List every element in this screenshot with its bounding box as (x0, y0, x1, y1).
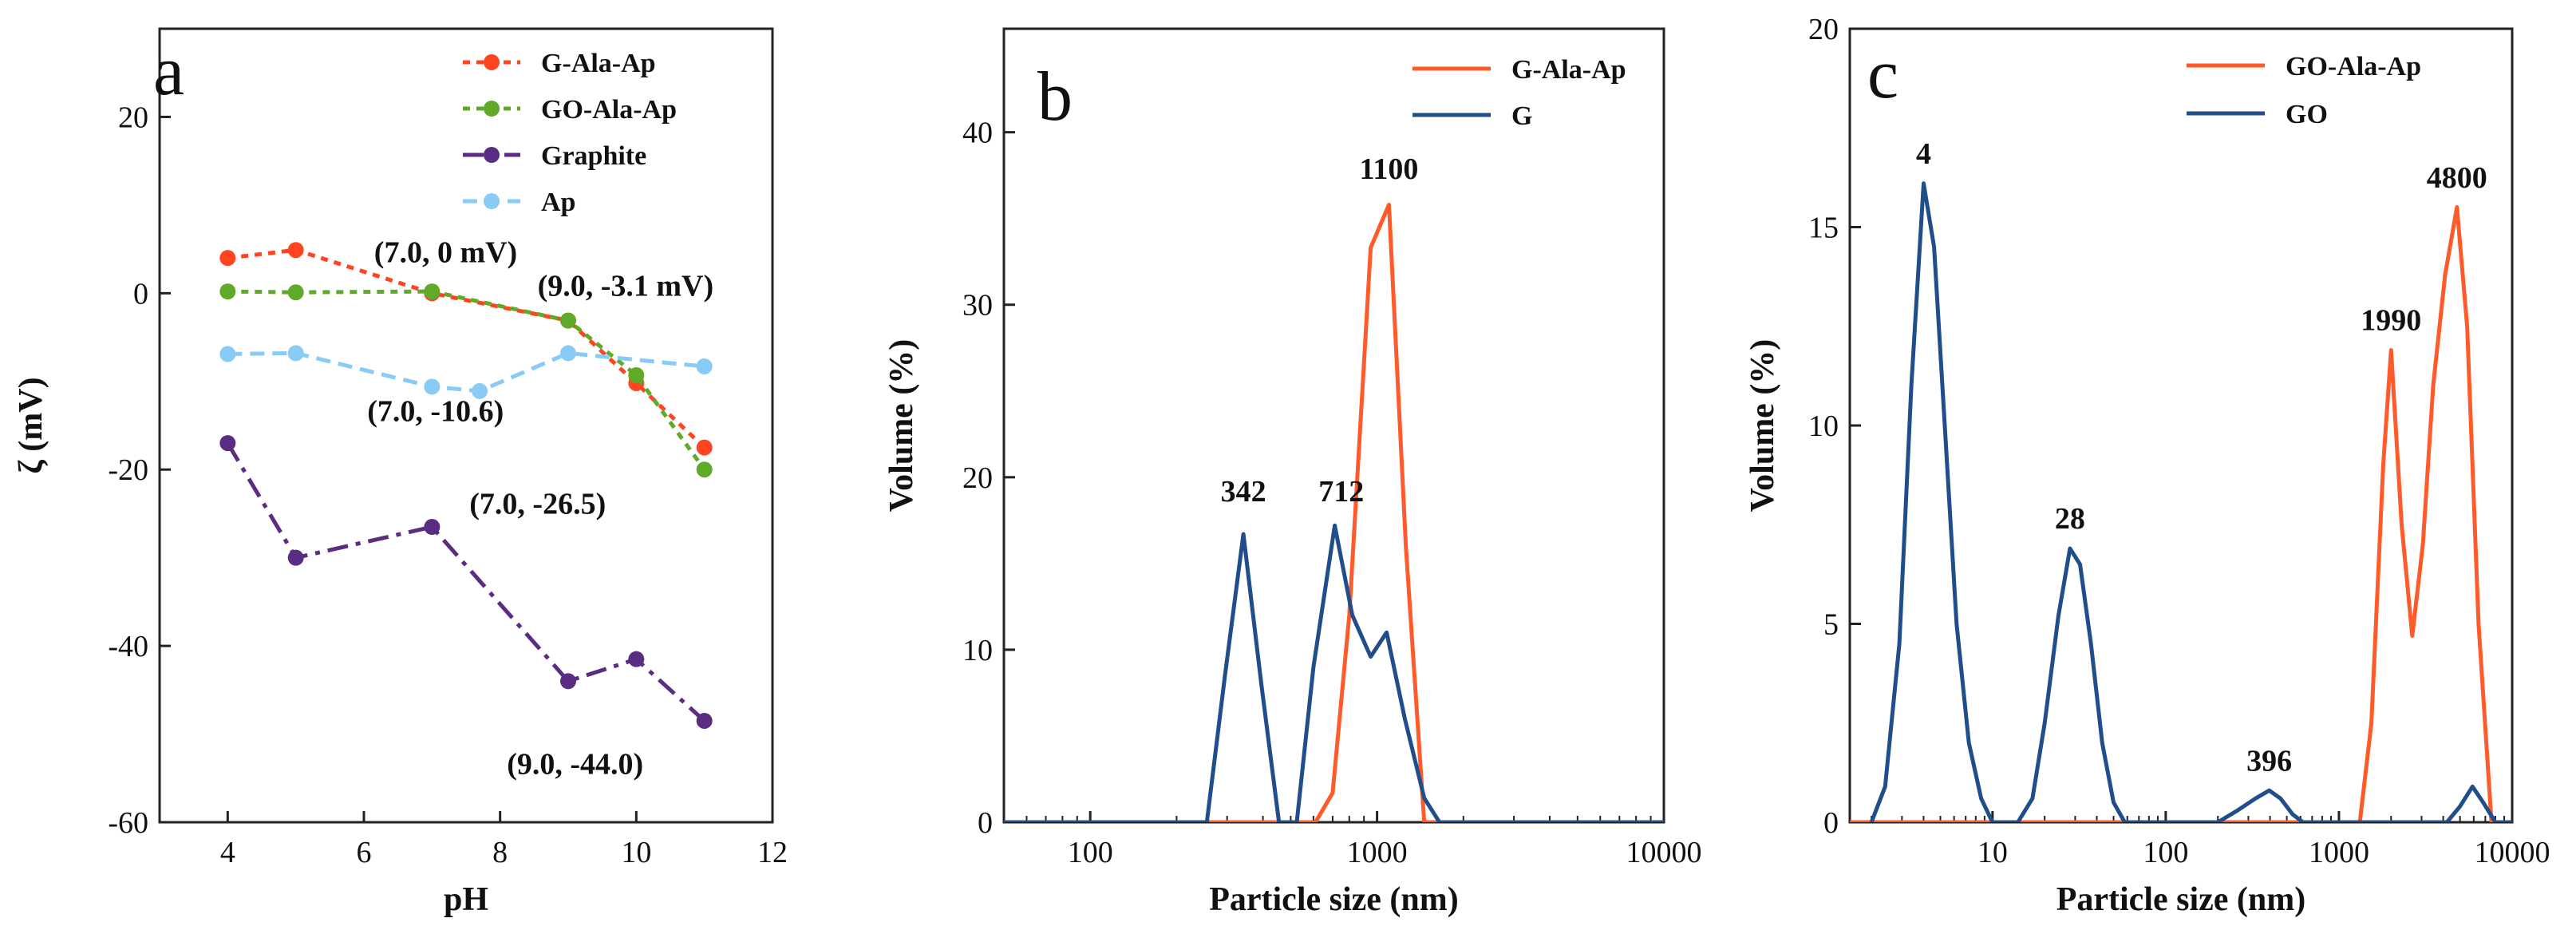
plot-frame (1848, 27, 2514, 824)
series-line-graphite (226, 441, 706, 722)
y-tick-label: 20 (962, 461, 993, 495)
point-annotation: (9.0, -3.1 mV) (538, 270, 714, 303)
point-annotation: (7.0, 0 mV) (374, 236, 517, 270)
legend-label: Graphite (541, 141, 646, 171)
point-annotation: (9.0, -44.0) (507, 747, 643, 781)
peak-label: 1100 (1360, 152, 1419, 186)
y-tick-label: 0 (133, 277, 148, 311)
y-tick-label: 10 (1808, 410, 1839, 443)
y-tick-label: 40 (962, 117, 993, 150)
data-point-go-ala-ap (424, 283, 441, 300)
peak-label: 4 (1916, 137, 1931, 171)
peak-label: 28 (2055, 502, 2085, 536)
panel-letter: b (1037, 58, 1073, 136)
y-tick-label: 20 (1808, 13, 1839, 46)
y-axis-label: ζ (mV) (13, 377, 49, 473)
data-point-ap (424, 378, 441, 395)
data-point-graphite (219, 435, 236, 452)
x-tick-label: 10 (1977, 836, 2008, 869)
y-tick-label: 0 (978, 806, 993, 840)
legend-label: GO-Ala-Ap (2286, 52, 2421, 81)
legend-marker (484, 147, 500, 163)
data-point-ap (696, 358, 713, 375)
panel-letter: c (1867, 36, 1898, 113)
x-tick-label: 10000 (2475, 836, 2550, 869)
x-tick-label: 10 (621, 836, 651, 869)
data-point-go-ala-ap (696, 461, 713, 478)
series-line-go-ala-ap (1850, 205, 2512, 822)
data-point-graphite (424, 519, 441, 536)
data-point-go-ala-ap (219, 283, 236, 300)
legend-marker (484, 193, 500, 209)
y-tick-label: 5 (1823, 608, 1839, 642)
data-point-g-ala-ap (219, 250, 236, 267)
x-tick-label: 10000 (1626, 836, 1702, 869)
legend-label: G-Ala-Ap (1511, 55, 1626, 85)
x-tick-label: 4 (220, 836, 235, 869)
legend-label: GO-Ala-Ap (541, 95, 677, 125)
data-point-ap (560, 345, 576, 362)
data-point-graphite (628, 651, 645, 667)
data-point-ap (472, 382, 488, 399)
data-point-go-ala-ap (560, 312, 576, 329)
y-tick-label: 30 (962, 289, 993, 323)
data-point-go-ala-ap (628, 367, 645, 384)
data-point-ap (287, 345, 304, 362)
series-line-g-ala-ap (227, 247, 706, 449)
data-point-graphite (287, 549, 304, 566)
data-point-go-ala-ap (287, 284, 304, 301)
x-tick-label: 8 (492, 836, 508, 869)
x-tick-label: 12 (757, 836, 788, 869)
y-axis-label: Volume (%) (1744, 339, 1781, 513)
point-annotation: (7.0, -26.5) (469, 487, 606, 520)
series-line-g-ala-ap (1004, 202, 1664, 822)
series-line-go (1869, 181, 2512, 822)
point-annotation: (7.0, -10.6) (367, 394, 504, 428)
x-tick-label: 6 (357, 836, 372, 869)
legend-label: Ap (541, 188, 575, 217)
x-tick-label: 100 (2143, 836, 2188, 869)
y-tick-label: 0 (1823, 806, 1839, 840)
y-tick-label: 10 (962, 634, 993, 667)
panel-b: 100 1000 10000 0 10 20 30 40 Particle size (nm) V… (883, 27, 1702, 918)
peak-label: 342 (1221, 475, 1266, 509)
x-axis-label: Particle size (nm) (1209, 881, 1459, 918)
data-point-graphite (560, 673, 576, 690)
x-axis-label: Particle size (nm) (2056, 881, 2306, 918)
series-line-g (1004, 523, 1664, 822)
plot-frame (158, 27, 774, 824)
legend-marker (484, 101, 500, 117)
peak-label: 4800 (2427, 161, 2487, 195)
peak-label: 1990 (2361, 304, 2421, 338)
x-tick-label: 1000 (2309, 836, 2369, 869)
y-tick-label: -20 (108, 453, 148, 487)
peak-label: 396 (2246, 744, 2292, 778)
x-axis-label: pH (444, 881, 488, 918)
data-point-ap (219, 346, 236, 362)
plot-frame (1002, 27, 1665, 824)
panel-letter: a (153, 33, 184, 110)
y-tick-label: 20 (118, 101, 148, 134)
legend-marker (484, 54, 500, 70)
series-line-ap (227, 350, 705, 394)
legend-label: GO (2286, 100, 2328, 129)
data-point-g-ala-ap (696, 439, 713, 456)
y-tick-label: -40 (108, 630, 148, 663)
panel-c: 10 100 1000 10000 0 5 10 15 20 Particle size (nm)… (1744, 13, 2550, 918)
data-point-g-ala-ap (287, 242, 304, 259)
x-tick-label: 1000 (1347, 836, 1408, 869)
data-point-graphite (696, 712, 713, 729)
panel-a: 4 6 8 10 12 -60 -40 -20 0 20 pH ζ (mV) a (7.0, 0 mV) (… (13, 27, 788, 918)
peak-label: 712 (1318, 475, 1364, 509)
x-tick-label: 100 (1068, 836, 1113, 869)
y-axis-label: Volume (%) (883, 339, 920, 513)
y-tick-label: 15 (1808, 212, 1839, 245)
series-line-go-ala-ap (227, 289, 706, 471)
y-tick-label: -60 (108, 806, 148, 840)
legend-label: G-Ala-Ap (541, 49, 656, 78)
legend-label: G (1511, 101, 1532, 131)
